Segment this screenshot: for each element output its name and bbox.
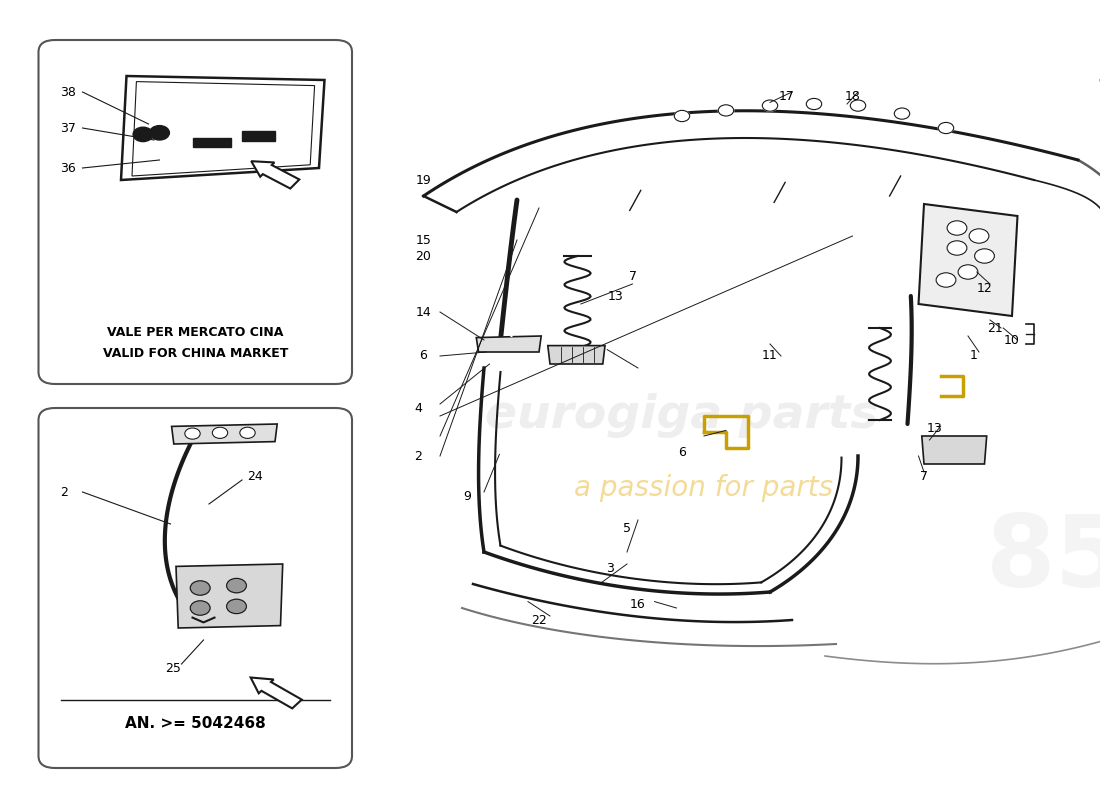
Polygon shape (476, 336, 541, 352)
Text: VALID FOR CHINA MARKET: VALID FOR CHINA MARKET (102, 347, 288, 360)
Text: 22: 22 (531, 614, 547, 626)
Text: 2: 2 (60, 486, 68, 498)
Text: 25: 25 (165, 662, 180, 674)
Text: 12: 12 (977, 282, 992, 294)
Text: 4: 4 (414, 402, 422, 414)
Text: 9: 9 (463, 490, 472, 502)
Text: 1: 1 (969, 350, 978, 362)
Text: 16: 16 (630, 598, 646, 610)
Circle shape (936, 273, 956, 287)
Text: 15: 15 (416, 234, 431, 246)
Circle shape (806, 98, 822, 110)
Circle shape (212, 427, 228, 438)
Circle shape (227, 599, 246, 614)
Text: VALE PER MERCATO CINA: VALE PER MERCATO CINA (107, 326, 284, 338)
Text: 21: 21 (988, 322, 1003, 334)
Polygon shape (922, 436, 987, 464)
Polygon shape (918, 204, 1018, 316)
Text: 17: 17 (779, 90, 794, 102)
Text: 5: 5 (623, 522, 631, 534)
Text: AN. >= 5042468: AN. >= 5042468 (125, 717, 265, 731)
Text: 20: 20 (416, 250, 431, 262)
Circle shape (947, 221, 967, 235)
Text: 13: 13 (608, 290, 624, 302)
Text: 6: 6 (419, 350, 428, 362)
Polygon shape (121, 76, 324, 180)
FancyBboxPatch shape (39, 40, 352, 384)
Circle shape (133, 127, 153, 142)
FancyArrow shape (251, 678, 301, 709)
Circle shape (150, 126, 169, 140)
Text: 36: 36 (60, 162, 76, 174)
Text: 6: 6 (678, 446, 686, 458)
Circle shape (958, 265, 978, 279)
Polygon shape (172, 424, 277, 444)
FancyArrow shape (251, 161, 299, 189)
Text: 7: 7 (920, 470, 928, 482)
Text: 37: 37 (60, 122, 76, 134)
Text: 14: 14 (416, 306, 431, 318)
Text: 13: 13 (927, 422, 943, 434)
Circle shape (894, 108, 910, 119)
Circle shape (718, 105, 734, 116)
Text: 3: 3 (606, 562, 615, 574)
Text: 19: 19 (416, 174, 431, 186)
Circle shape (975, 249, 994, 263)
Polygon shape (548, 346, 605, 364)
Text: 85: 85 (987, 511, 1100, 609)
Text: 38: 38 (60, 86, 76, 98)
Bar (242, 131, 275, 141)
Circle shape (762, 100, 778, 111)
Circle shape (190, 581, 210, 595)
Circle shape (227, 578, 246, 593)
Text: 11: 11 (762, 350, 778, 362)
FancyBboxPatch shape (39, 408, 352, 768)
Circle shape (969, 229, 989, 243)
Circle shape (674, 110, 690, 122)
Circle shape (938, 122, 954, 134)
Text: 7: 7 (628, 270, 637, 282)
Text: 18: 18 (845, 90, 860, 102)
Circle shape (185, 428, 200, 439)
Polygon shape (176, 564, 283, 628)
Text: 2: 2 (414, 450, 422, 462)
Circle shape (240, 427, 255, 438)
Circle shape (947, 241, 967, 255)
Text: a passion for parts: a passion for parts (574, 474, 834, 502)
Circle shape (190, 601, 210, 615)
Text: 24: 24 (248, 470, 263, 482)
Text: eurogiga parts: eurogiga parts (485, 394, 879, 438)
Bar (192, 138, 231, 147)
Circle shape (850, 100, 866, 111)
Text: 10: 10 (1004, 334, 1020, 346)
